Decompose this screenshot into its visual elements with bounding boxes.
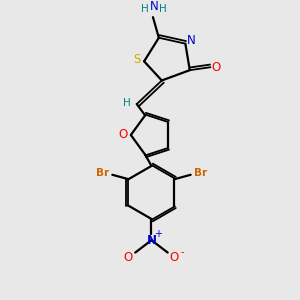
Text: N: N (149, 0, 158, 13)
Text: -: - (181, 248, 184, 258)
Text: O: O (119, 128, 128, 142)
Text: H: H (159, 4, 167, 14)
Text: Br: Br (194, 168, 207, 178)
Text: H: H (141, 4, 148, 14)
Text: H: H (123, 98, 131, 108)
Text: N: N (187, 34, 196, 46)
Text: O: O (212, 61, 221, 74)
Text: O: O (170, 251, 179, 264)
Text: S: S (133, 53, 140, 66)
Text: Br: Br (96, 168, 109, 178)
Text: N: N (146, 234, 157, 247)
Text: +: + (154, 229, 162, 239)
Text: O: O (124, 251, 133, 264)
